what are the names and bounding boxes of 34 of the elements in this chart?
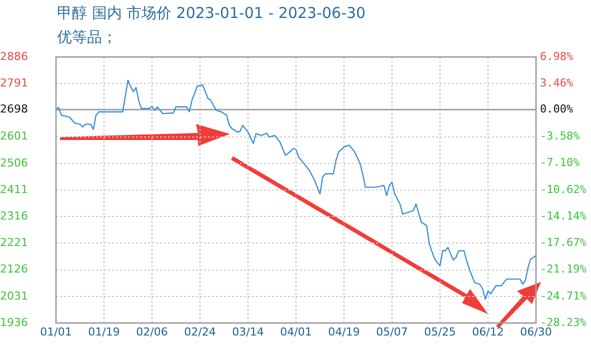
x-tick-label: 01/01: [40, 325, 72, 338]
y-tick-label: 2698: [0, 102, 28, 116]
x-tick-label: 05/25: [424, 325, 456, 338]
x-tick-label: 06/12: [472, 325, 504, 338]
y2-tick-label: -14.14%: [540, 209, 587, 222]
x-tick-label: 04/19: [328, 325, 360, 338]
y2-tick-label: 0.00%: [540, 102, 574, 116]
x-tick-label: 04/01: [280, 325, 312, 338]
x-tick-label: 02/06: [136, 325, 168, 338]
x-tick-label: 01/19: [88, 325, 120, 338]
y2-tick-label: -21.19%: [540, 262, 587, 276]
y-tick-label: 2316: [0, 209, 28, 222]
y2-tick-label: -3.58%: [540, 130, 580, 143]
y2-tick-label: -7.10%: [540, 156, 580, 170]
y2-tick-label: -17.67%: [540, 236, 587, 250]
y-tick-label: 1936: [0, 316, 28, 329]
y-tick-label: 2221: [0, 236, 28, 250]
x-tick-label: 02/24: [184, 325, 216, 338]
y-tick-label: 2506: [0, 156, 28, 170]
x-tick-label: 06/30: [520, 325, 552, 338]
y-tick-label: 2886: [0, 50, 28, 63]
y-tick-label: 2126: [0, 262, 28, 276]
y2-tick-label: 6.98%: [540, 50, 574, 63]
y2-tick-label: -24.71%: [540, 289, 587, 302]
y-tick-label: 2601: [0, 130, 28, 143]
y-tick-label: 2791: [0, 76, 28, 90]
y-tick-label: 2031: [0, 289, 28, 302]
chart-title: 甲醇 国内 市场价 2023-01-01 - 2023-06-30: [57, 4, 366, 23]
x-tick-label: 05/07: [376, 325, 408, 338]
y2-tick-label: -10.62%: [540, 182, 587, 196]
chart-subtitle: 优等品；: [57, 28, 117, 47]
y2-tick-label: 3.46%: [540, 76, 574, 90]
y-tick-label: 2411: [0, 182, 28, 196]
x-tick-label: 03/14: [232, 325, 264, 338]
